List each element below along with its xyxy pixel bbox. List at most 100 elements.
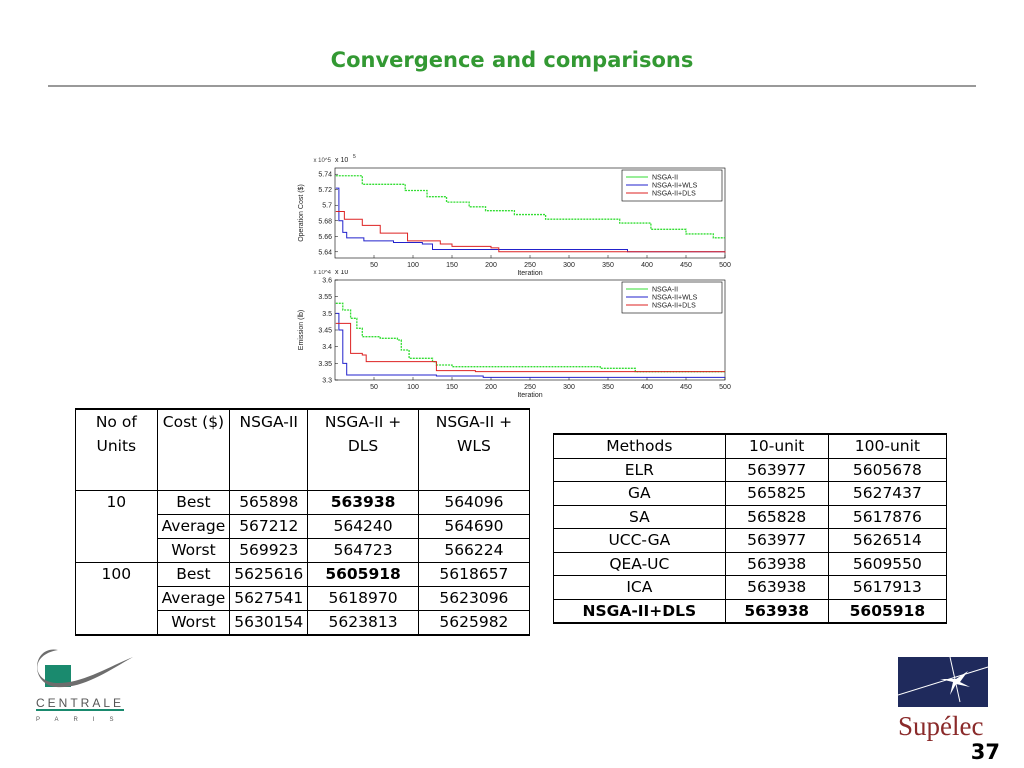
- methods-comparison-table: Methods 10-unit 100-unit ELR 563977 5605678 GA…: [553, 433, 948, 624]
- table-cell: 100: [75, 562, 158, 587]
- table-cell: NSGA-II + WLS: [417, 408, 531, 491]
- table-cell: 564240: [307, 514, 419, 539]
- table-cell: 5617876: [827, 504, 948, 529]
- table-row: 100 Best 5625616 5605918 5618657: [75, 562, 531, 587]
- x-tick-label: 50: [370, 262, 378, 269]
- svg-text:Supélec: Supélec: [898, 711, 983, 741]
- table-cell: 5627437: [827, 481, 948, 506]
- table-cell: 566224: [417, 538, 531, 563]
- emission-chart: 50 100 150 200 250 300 350 400 450 500 3.3 3.35 3.4 3…: [298, 270, 731, 399]
- table-row: QEA-UC 563938 5609550: [553, 551, 948, 576]
- table-row: Methods 10-unit 100-unit: [553, 433, 948, 459]
- x-tick-label: 50: [370, 384, 378, 391]
- x-axis-label: Iteration: [517, 270, 542, 277]
- x-tick-label: 150: [446, 262, 458, 269]
- y-tick-label: 3.3: [322, 378, 332, 385]
- table-cell: 5625982: [417, 610, 531, 636]
- y-tick-label: 3.55: [318, 294, 332, 301]
- x-tick-label: 400: [641, 384, 653, 391]
- y-tick-label: 5.7: [322, 203, 332, 210]
- table-cell: [75, 514, 158, 539]
- table-cell: NSGA-II + DLS: [307, 408, 419, 491]
- y-tick-label: 3.5: [322, 311, 332, 318]
- table-row: ELR 563977 5605678: [553, 457, 948, 482]
- legend-label: NSGA-II+DLS: [652, 191, 696, 198]
- y-tick-label: 5.66: [318, 234, 332, 241]
- table-cell: 5627541: [229, 586, 309, 611]
- table-row: ICA 563938 5617913: [553, 575, 948, 600]
- series-line-nsga-ii: [335, 175, 725, 239]
- axis-multiplier: x 10^5: [314, 158, 332, 164]
- centrale-paris-logo: CENTRALE PARIS: [36, 649, 133, 723]
- table-cell: 5630154: [229, 610, 309, 636]
- table-cell: SA: [553, 504, 726, 529]
- table-row: SA 565828 5617876: [553, 504, 948, 529]
- series-line-nsga-ii-wls: [335, 312, 725, 378]
- axis-multiplier: x 10^4: [314, 270, 332, 276]
- table-cell: 565828: [724, 504, 829, 529]
- table-cell: 5605918: [307, 562, 419, 587]
- table-cell: NSGA-II+DLS: [553, 598, 726, 624]
- x-tick-label: 300: [563, 262, 575, 269]
- table-cell: ICA: [553, 575, 726, 600]
- table-cell: 5626514: [827, 528, 948, 553]
- table-cell: 10-unit: [724, 433, 829, 459]
- y-tick-label: 5.64: [318, 249, 332, 256]
- table-cell: 5625616: [229, 562, 309, 587]
- x-tick-label: 500: [719, 384, 731, 391]
- table-row: Worst 5630154 5623813 5625982: [75, 610, 531, 636]
- series-line-nsga-ii-wls: [335, 187, 725, 253]
- table-row: Average 567212 564240 564690: [75, 514, 531, 539]
- x-tick-label: 100: [407, 384, 419, 391]
- x-tick-label: 450: [680, 262, 692, 269]
- axis-multiplier-base: x 10: [335, 270, 348, 276]
- table-cell: Average: [156, 514, 231, 539]
- series-line-nsga-ii: [335, 302, 725, 373]
- table-cell: 564096: [417, 490, 531, 515]
- svg-text:PARIS: PARIS: [36, 717, 129, 723]
- axis-multiplier-exponent: 4: [353, 270, 356, 272]
- x-tick-label: 200: [485, 262, 497, 269]
- table-cell: Best: [156, 490, 231, 515]
- y-tick-label: 5.74: [318, 172, 332, 179]
- table-row: No of Units Cost ($) NSGA-II NSGA-II + DLS N…: [75, 408, 531, 491]
- supelec-logo: Supélec: [898, 657, 989, 741]
- axis-multiplier-exponent: 5: [353, 154, 356, 160]
- page-number: 37: [970, 740, 1000, 764]
- y-tick-label: 3.35: [318, 361, 332, 368]
- table-cell: No of Units: [75, 408, 158, 491]
- table-cell: 564723: [307, 538, 419, 563]
- table-cell: [75, 538, 158, 563]
- table-cell: Worst: [156, 538, 231, 563]
- y-axis-label: Operation Cost ($): [298, 184, 305, 242]
- y-tick-label: 3.4: [322, 344, 332, 351]
- table-cell: ELR: [553, 457, 726, 482]
- table-cell: Best: [156, 562, 231, 587]
- legend-label: NSGA-II+WLS: [652, 183, 698, 190]
- table-cell: 5623096: [417, 586, 531, 611]
- axis-multiplier-base: x 10: [335, 157, 348, 164]
- y-tick-label: 3.6: [322, 278, 332, 285]
- series-line-nsga-ii-dls: [335, 210, 726, 253]
- x-tick-label: 150: [446, 384, 458, 391]
- table-cell: 5605918: [827, 598, 948, 624]
- x-tick-label: 300: [563, 384, 575, 391]
- x-tick-label: 350: [602, 262, 614, 269]
- x-tick-label: 350: [602, 384, 614, 391]
- x-tick-label: 250: [524, 384, 536, 391]
- svg-text:CENTRALE: CENTRALE: [36, 696, 124, 710]
- legend-label: NSGA-II: [652, 175, 678, 182]
- table-row: NSGA-II+DLS 563938 5605918: [553, 598, 948, 624]
- table-cell: Cost ($): [156, 408, 231, 491]
- y-axis-label: Emission (lb): [298, 310, 305, 350]
- table-cell: 563938: [724, 598, 829, 624]
- results-table: No of Units Cost ($) NSGA-II NSGA-II + DLS N…: [75, 408, 531, 636]
- table-cell: Methods: [553, 433, 726, 459]
- legend-label: NSGA-II: [652, 287, 678, 294]
- table-cell: 5623813: [307, 610, 419, 636]
- table-cell: [75, 610, 158, 636]
- table-cell: 565898: [229, 490, 309, 515]
- table-row: 10 Best 565898 563938 564096: [75, 490, 531, 515]
- table-cell: 567212: [229, 514, 309, 539]
- x-tick-label: 400: [641, 262, 653, 269]
